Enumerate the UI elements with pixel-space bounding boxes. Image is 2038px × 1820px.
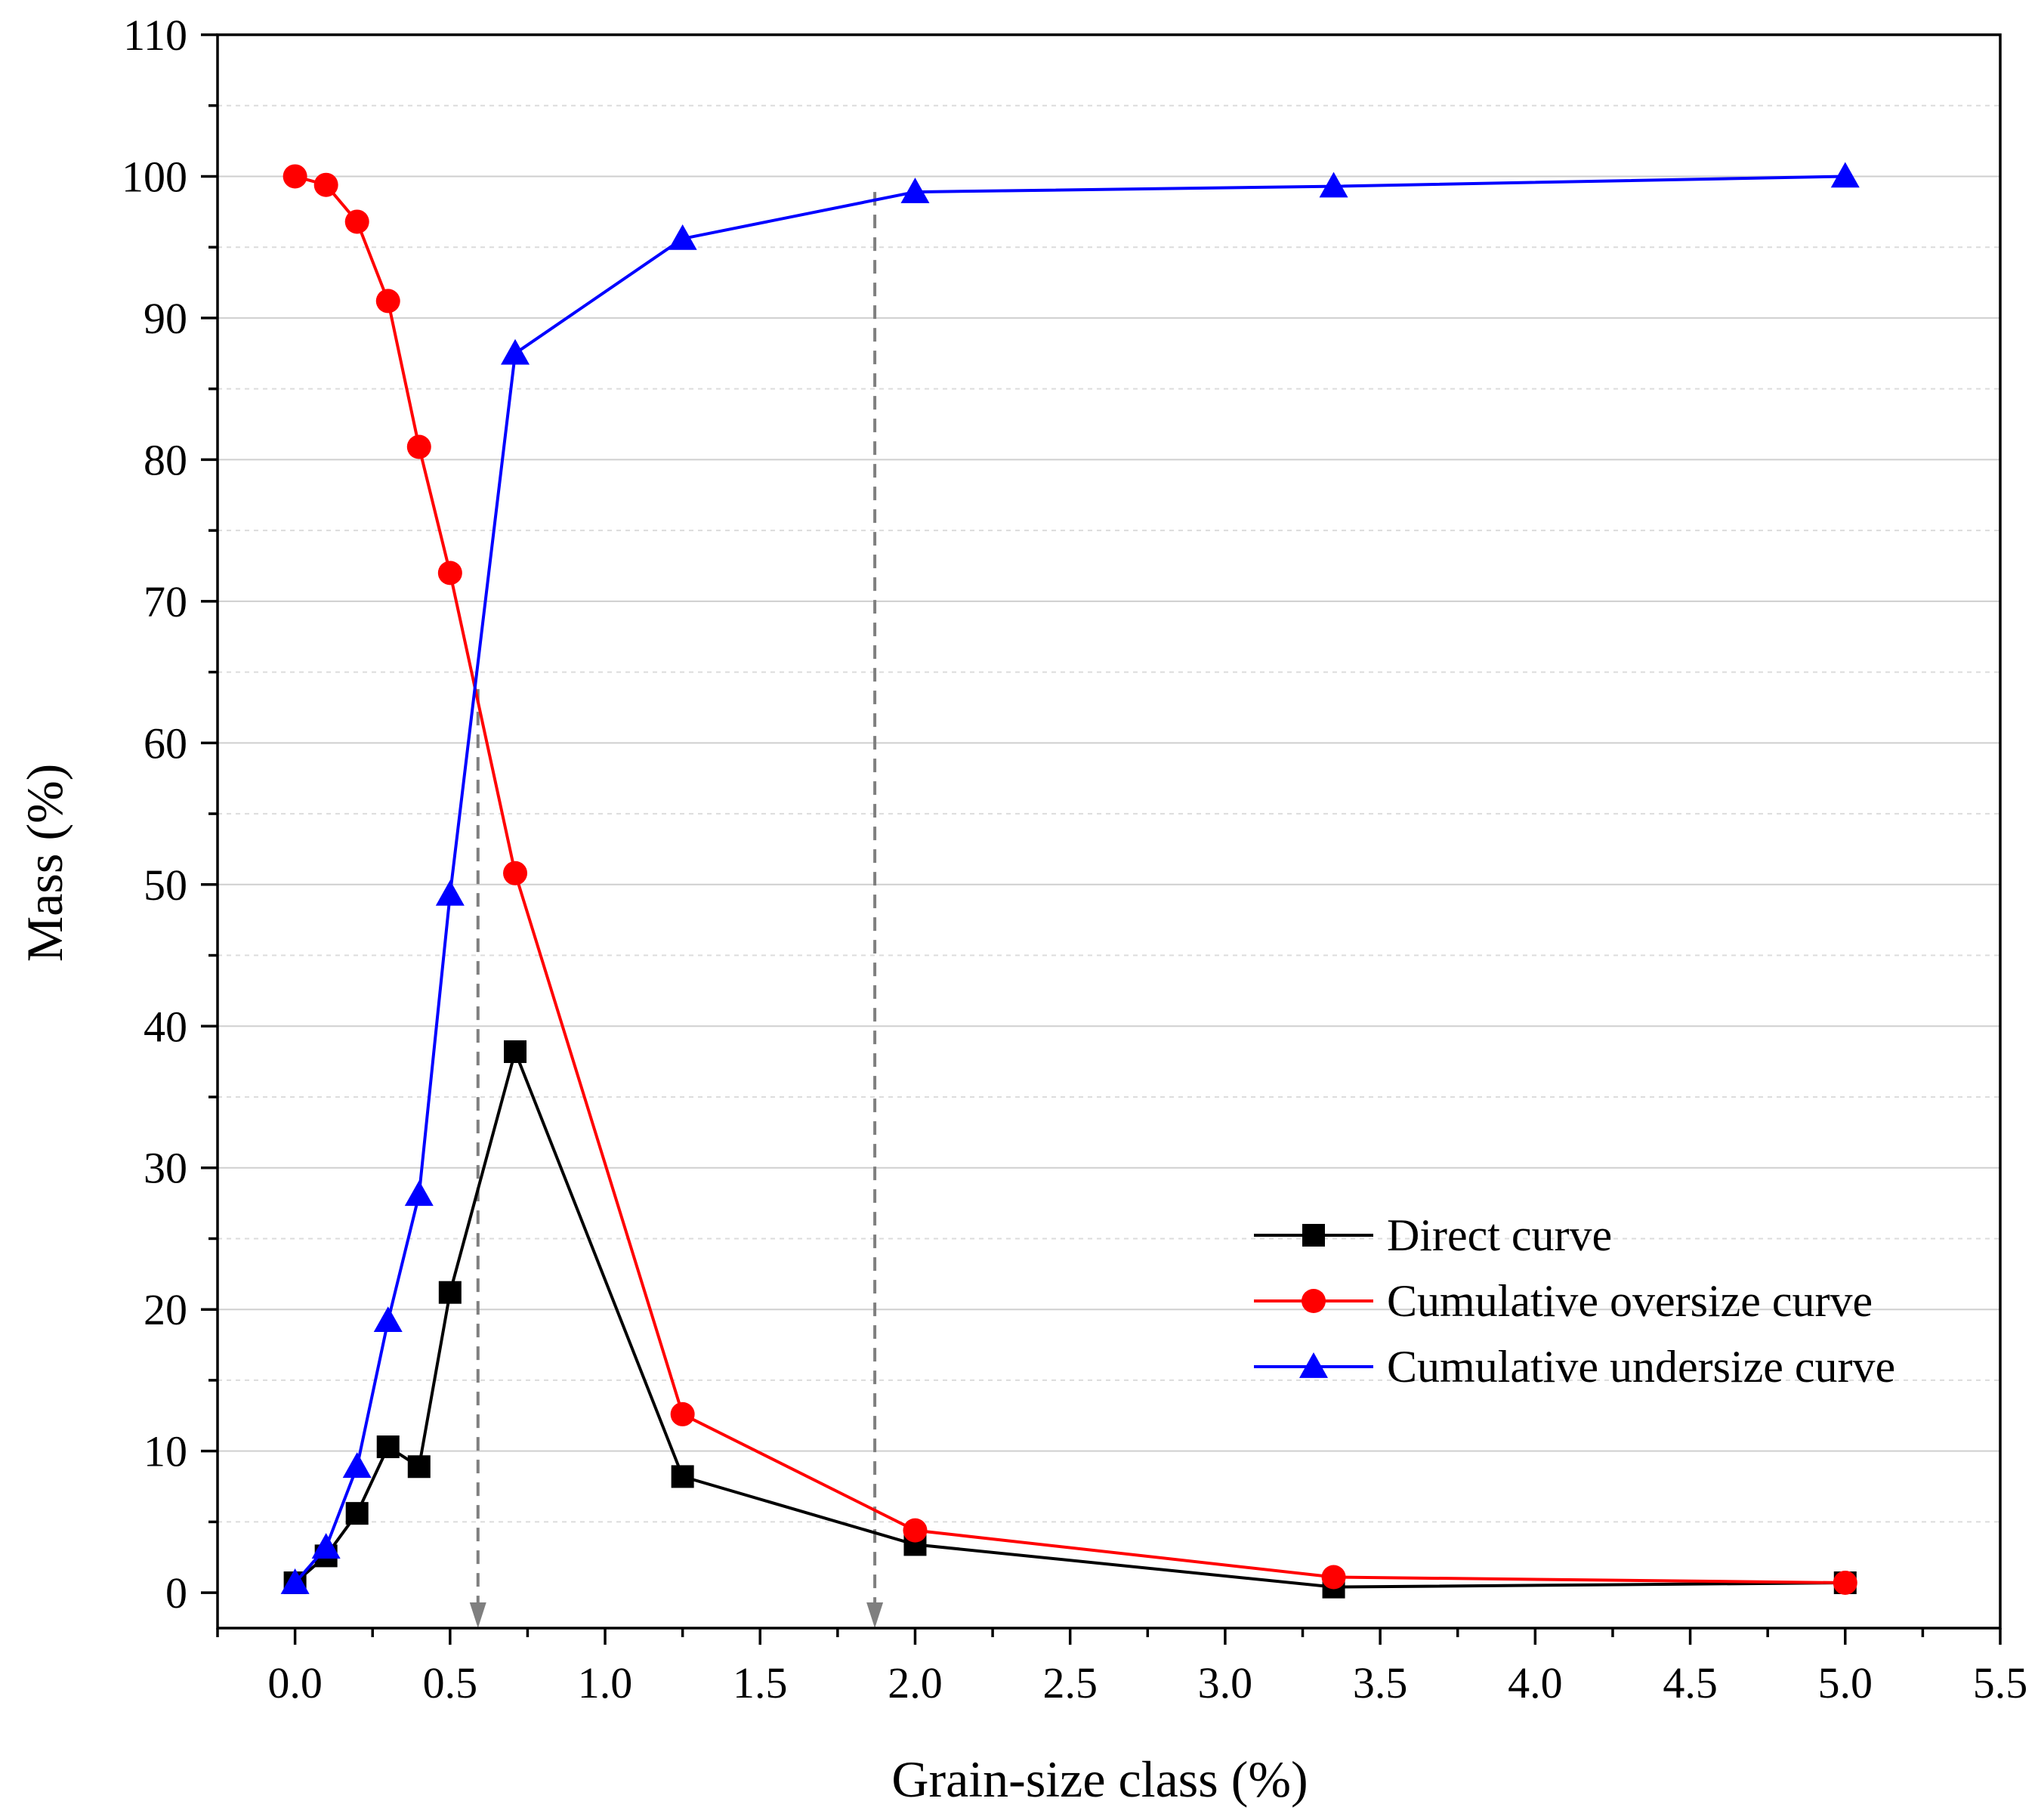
tick-labels: 0.0 0.5 1.0 1.5 2.0 2.5 3.0 3.5 4.0 4.5 5.0 5.5 0 10 2…: [122, 11, 2027, 1707]
data-point: [435, 879, 465, 906]
data-point: [1833, 1571, 1857, 1596]
axis-ticks: [201, 33, 2002, 1645]
data-point: [668, 224, 697, 250]
data-point: [407, 1455, 431, 1479]
data-point: [438, 1281, 462, 1304]
legend-label: Cumulative undersize curve: [1387, 1342, 1895, 1392]
data-point: [670, 1401, 695, 1426]
reference-arrow-icon: [469, 1602, 486, 1628]
legend-entry: Cumulative undersize curve: [1254, 1342, 1895, 1392]
legend: Direct curve Cumulative oversize curve Cum…: [1254, 1210, 1895, 1392]
x-tick-label: 4.0: [1508, 1658, 1563, 1707]
data-point: [375, 289, 400, 314]
reference-arrow-icon: [866, 1602, 884, 1628]
y-tick-label: 70: [144, 577, 187, 626]
series-cumulative-oversize-curve: [283, 164, 1857, 1596]
legend-entry: Cumulative oversize curve: [1254, 1276, 1873, 1326]
data-point: [376, 1435, 400, 1459]
series-cumulative-undersize-curve: [280, 162, 1860, 1594]
x-tick-label: 1.0: [578, 1658, 633, 1707]
legend-label: Cumulative oversize curve: [1387, 1276, 1873, 1326]
x-tick-label: 0.0: [267, 1658, 323, 1707]
y-tick-label: 20: [144, 1285, 187, 1334]
x-tick-label: 4.5: [1663, 1658, 1718, 1707]
data-point: [501, 338, 530, 365]
y-tick-label: 30: [144, 1144, 187, 1193]
legend-label: Direct curve: [1387, 1210, 1612, 1260]
x-tick-label: 5.5: [1973, 1658, 2028, 1707]
legend-entry: Direct curve: [1254, 1210, 1612, 1260]
plot-frame: [216, 33, 2002, 1630]
y-tick-label: 100: [122, 152, 187, 201]
y-tick-label: 110: [123, 11, 187, 60]
data-point: [900, 178, 930, 203]
x-tick-label: 2.0: [888, 1658, 943, 1707]
data-point: [313, 172, 338, 197]
x-tick-label: 0.5: [423, 1658, 478, 1707]
data-point: [504, 1040, 527, 1064]
data-point: [311, 1533, 341, 1559]
series-layer: [280, 162, 1860, 1599]
data-point: [280, 1568, 310, 1594]
x-tick-label: 2.5: [1042, 1658, 1098, 1707]
data-point: [344, 209, 369, 234]
y-tick-label: 50: [144, 861, 187, 910]
data-point: [1319, 171, 1348, 198]
x-axis-title: Grain-size class (%): [891, 1750, 1308, 1808]
data-point: [342, 1452, 372, 1479]
x-tick-label: 3.5: [1353, 1658, 1408, 1707]
legend-marker-square-icon: [1302, 1224, 1325, 1247]
data-point: [404, 1180, 434, 1207]
data-point: [503, 861, 528, 885]
data-point: [903, 1518, 928, 1543]
grid-layer: [218, 104, 2000, 1523]
legend-marker-triangle-icon: [1299, 1352, 1328, 1378]
data-point: [406, 434, 431, 459]
data-point: [373, 1306, 403, 1333]
y-tick-label: 60: [144, 718, 187, 768]
data-point: [345, 1502, 369, 1525]
x-tick-label: 1.5: [733, 1658, 788, 1707]
y-tick-label: 80: [144, 435, 187, 484]
data-point: [1321, 1565, 1346, 1590]
y-tick-label: 90: [144, 294, 187, 343]
x-tick-label: 3.0: [1198, 1658, 1253, 1707]
data-point: [1830, 162, 1860, 188]
y-axis-title: Mass (%): [16, 764, 73, 963]
data-point: [671, 1465, 694, 1488]
y-tick-label: 40: [144, 1002, 187, 1051]
legend-marker-circle-icon: [1302, 1289, 1326, 1313]
data-point: [283, 164, 307, 189]
x-tick-label: 5.0: [1818, 1658, 1873, 1707]
y-tick-label: 0: [165, 1568, 187, 1618]
data-point: [437, 561, 462, 586]
y-tick-label: 10: [144, 1427, 187, 1476]
reference-lines: [469, 192, 884, 1628]
